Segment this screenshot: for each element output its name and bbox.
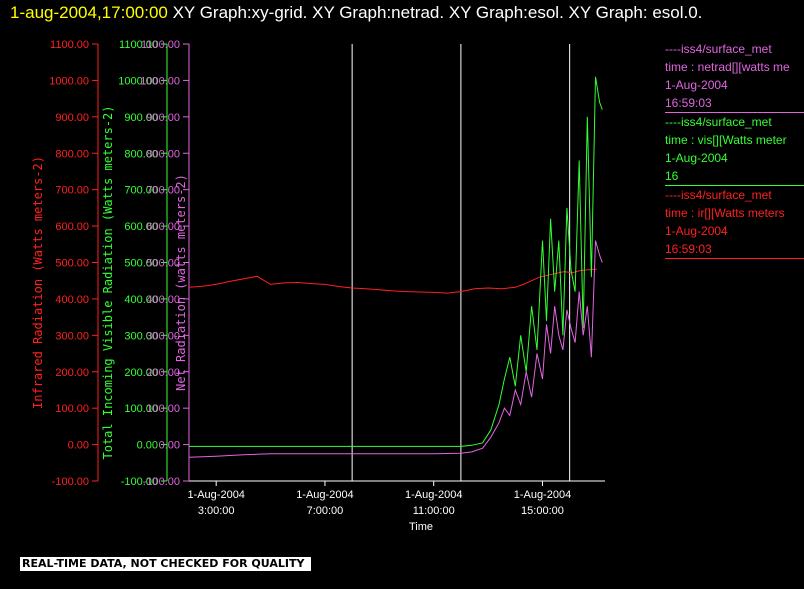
visible-axis-tick-label: 200.00 [124, 367, 158, 379]
net-axis-tick-label: 600.00 [146, 221, 180, 233]
series-line-netrad [188, 240, 603, 458]
infrared-axis-tick-label: 100.00 [55, 403, 89, 415]
x-tick-label: 1-Aug-2004 [514, 489, 572, 501]
infrared-axis-tick-label: 400.00 [55, 294, 89, 306]
infrared-axis-tick-label: 600.00 [55, 221, 89, 233]
quality-disclaimer: REAL-TIME DATA, NOT CHECKED FOR QUALITY [20, 557, 311, 571]
net-axis-tick-label: 300.00 [146, 330, 180, 342]
series-line-ir [188, 268, 597, 294]
visible-axis-tick-label: 400.00 [124, 294, 158, 306]
net-axis-tick-label: 700.00 [146, 185, 180, 197]
net-axis-tick-label: 1000.00 [140, 75, 180, 87]
visible-axis-tick-label: 100.00 [124, 403, 158, 415]
net-axis-tick-label: 1100.00 [141, 39, 180, 51]
net-axis-tick-label: 400.00 [146, 294, 180, 306]
legend-line: 1-Aug-2004 [665, 224, 728, 238]
legend-line: 16:59:03 [665, 242, 712, 256]
legend-line: ----iss4/surface_met [665, 115, 772, 129]
visible-axis-tick-label: 600.00 [124, 221, 158, 233]
series-line-vis [189, 76, 603, 447]
visible-axis-tick-label: 300.00 [124, 330, 158, 342]
infrared-axis-tick-label: 0.00 [68, 440, 89, 452]
infrared-axis-title: Infrared Radiation (Watts meters-2) [31, 156, 45, 409]
x-tick-label: 1-Aug-2004 [187, 489, 245, 501]
visible-axis-tick-label: 1100.00 [119, 39, 158, 51]
x-tick-label: 1-Aug-2004 [296, 489, 354, 501]
legend-line: 1-Aug-2004 [665, 78, 728, 92]
x-axis-title: Time [409, 521, 433, 533]
title-timestamp: 1-aug-2004,17:00:00 [10, 3, 168, 22]
legend-line: time : ir[][Watts meters [665, 206, 785, 220]
x-tick-label: 7:00:00 [307, 505, 344, 517]
x-tick-label: 3:00:00 [198, 505, 235, 517]
infrared-axis-tick-label: 300.00 [55, 330, 89, 342]
legend-line: ----iss4/surface_met [665, 42, 772, 56]
infrared-axis-tick-label: 1100.00 [50, 39, 89, 51]
legend-line: time : vis[][Watts meter [665, 133, 787, 147]
net-axis-tick-label: 100.00 [146, 403, 180, 415]
infrared-axis-tick-label: -100.00 [52, 476, 89, 488]
x-tick-label: 15:00:00 [521, 505, 564, 517]
infrared-axis-tick-label: 500.00 [55, 258, 89, 270]
visible-axis-tick-label: 900.00 [124, 112, 158, 124]
infrared-axis-tick-label: 900.00 [55, 112, 89, 124]
net-axis-tick-label: 500.00 [146, 258, 180, 270]
net-axis-tick-label: 200.00 [146, 367, 180, 379]
x-tick-label: 1-Aug-2004 [405, 489, 463, 501]
visible-axis-tick-label: 500.00 [124, 258, 158, 270]
infrared-axis-tick-label: 800.00 [55, 148, 89, 160]
net-axis-tick-label: -100.00 [143, 476, 180, 488]
visible-axis-tick-label: 1000.00 [118, 75, 158, 87]
title-bar: 1-aug-2004,17:00:00 XY Graph:xy-grid. XY… [10, 2, 800, 24]
legend-line: 1-Aug-2004 [665, 151, 728, 165]
visible-axis-title: Total Incoming Visible Radiation (Watts … [101, 105, 115, 459]
x-tick-label: 11:00:00 [413, 505, 455, 517]
visible-axis-tick-label: 0.00 [137, 440, 158, 452]
legend-line: time : netrad[][watts me [665, 60, 790, 74]
legend-line: 16:59:03 [665, 96, 712, 110]
legend-line: ----iss4/surface_met [665, 188, 772, 202]
net-axis-title: Net Radiation (watts meters-2) [174, 174, 188, 391]
visible-axis-tick-label: -100.00 [121, 476, 158, 488]
visible-axis-tick-label: 800.00 [124, 148, 158, 160]
legend-line: 16 [665, 169, 679, 183]
infrared-axis-tick-label: 1000.00 [49, 75, 89, 87]
infrared-axis-tick-label: 700.00 [55, 185, 89, 197]
infrared-axis-tick-label: 200.00 [55, 367, 89, 379]
net-axis-tick-label: 800.00 [146, 148, 180, 160]
net-axis-tick-label: 0.00 [159, 440, 180, 452]
title-graph-list: XY Graph:xy-grid. XY Graph:netrad. XY Gr… [172, 3, 703, 22]
net-axis-tick-label: 900.00 [146, 112, 180, 124]
visible-axis-tick-label: 700.00 [124, 185, 158, 197]
